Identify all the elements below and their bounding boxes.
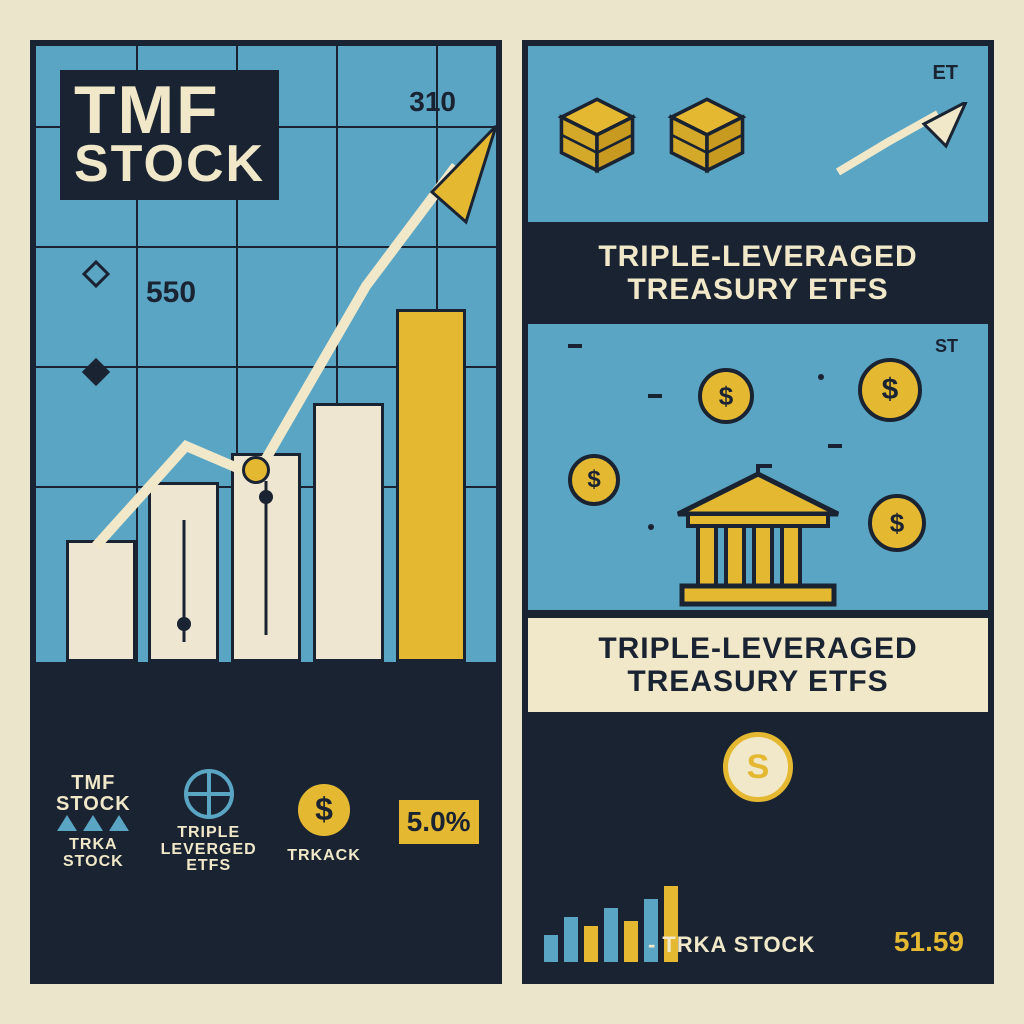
coin-icon: $: [568, 454, 620, 506]
num-310: 310: [409, 86, 456, 118]
bottom-coin-icon: S: [723, 732, 793, 802]
pct-value: 5.0%: [396, 797, 482, 847]
title-line1: TMF: [74, 80, 265, 141]
left-title: TMF STOCK: [60, 70, 279, 200]
left-panel: TMF STOCK 310 550 TMF STOCK TRKA STOCK T…: [30, 40, 502, 984]
footer-cell-4: 5.0%: [381, 666, 496, 978]
num-550: 550: [146, 276, 196, 310]
dollar-coin-icon: $: [294, 780, 354, 840]
footer-cell-2: TRIPLE LEVERGED ETFS: [151, 666, 267, 978]
footer-cell-1: TMF STOCK TRKA STOCK: [36, 666, 151, 978]
right-bottom: S -TRKA STOCK 51.59: [528, 716, 988, 978]
right-header-1: TRIPLE-LEVERAGED TREASURY ETFS: [528, 226, 988, 324]
right-mid: ST $ $ $ $: [528, 324, 988, 614]
left-chart: TMF STOCK 310 550: [36, 46, 496, 666]
triangles-icon: [57, 815, 129, 831]
footer-cell-3: $ TRKACK: [267, 666, 382, 978]
st-label: ST: [935, 336, 958, 357]
right-top: ET: [528, 46, 988, 226]
coin-icon: $: [698, 368, 754, 424]
treasury-building-icon: [668, 464, 848, 614]
right-panel: ET TRIPLE-LEVERAGED TREASURY ETFS ST $ $…: [522, 40, 994, 984]
cube-icon: [552, 94, 642, 174]
coin-icon: $: [868, 494, 926, 552]
right-header-2: TRIPLE-LEVERAGED TREASURY ETFS: [528, 614, 988, 716]
title-line2: STOCK: [74, 141, 265, 188]
et-label: ET: [932, 62, 958, 85]
coin-icon: $: [858, 358, 922, 422]
cube-icon: [662, 94, 752, 174]
arrow-up-icon: [828, 102, 978, 192]
globe-icon: [184, 769, 234, 819]
trend-node-icon: [242, 456, 270, 484]
bottom-pct: 51.59: [894, 926, 964, 958]
left-footer: TMF STOCK TRKA STOCK TRIPLE LEVERGED ETF…: [36, 666, 496, 978]
bottom-label: -TRKA STOCK: [648, 932, 815, 958]
